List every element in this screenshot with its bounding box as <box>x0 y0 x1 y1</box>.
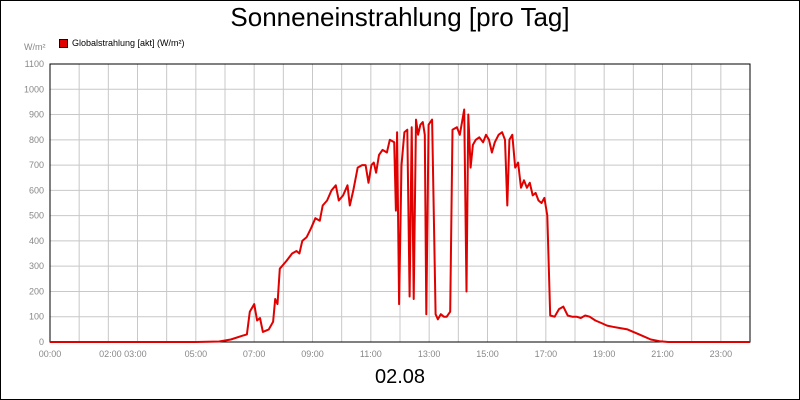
y-tick-label: 300 <box>29 261 44 271</box>
y-tick-label: 100 <box>29 312 44 322</box>
x-tick-label: 02:00 03:00 <box>99 349 147 359</box>
y-tick-label: 800 <box>29 135 44 145</box>
x-tick-label: 19:00 <box>593 349 616 359</box>
legend-label: Globalstrahlung [akt] (W/m²) <box>72 38 185 48</box>
x-tick-label: 23:00 <box>710 349 733 359</box>
x-tick-label: 05:00 <box>185 349 208 359</box>
x-tick-label: 09:00 <box>301 349 324 359</box>
series-line-globalstrahlung <box>50 108 750 343</box>
x-tick-label: 07:00 <box>243 349 266 359</box>
x-tick-label: 13:00 <box>418 349 441 359</box>
y-tick-label: 1000 <box>24 84 44 94</box>
y-tick-label: 500 <box>29 211 44 221</box>
x-tick-label: 11:00 <box>360 349 382 359</box>
y-tick-label: 400 <box>29 236 44 246</box>
y-tick-label: 700 <box>29 160 44 170</box>
y-tick-label: 1100 <box>25 59 44 69</box>
x-tick-label: 17:00 <box>535 349 558 359</box>
y-tick-label: 0 <box>39 337 44 347</box>
y-tick-label: 200 <box>29 286 44 296</box>
x-tick-label: 00:00 <box>39 349 62 359</box>
legend[interactable]: Globalstrahlung [akt] (W/m²) <box>59 38 185 48</box>
x-tick-label: 15:00 <box>476 349 499 359</box>
legend-swatch <box>59 38 68 48</box>
plot-area-border <box>49 63 751 343</box>
y-tick-label: 900 <box>29 110 44 120</box>
y-unit-label: W/m² <box>24 42 46 52</box>
chart-title: Sonneneinstrahlung [pro Tag] <box>230 2 570 32</box>
x-tick-label: 21:00 <box>651 349 674 359</box>
x-axis-caption: 02.08 <box>374 366 426 388</box>
y-tick-label: 600 <box>29 185 44 195</box>
